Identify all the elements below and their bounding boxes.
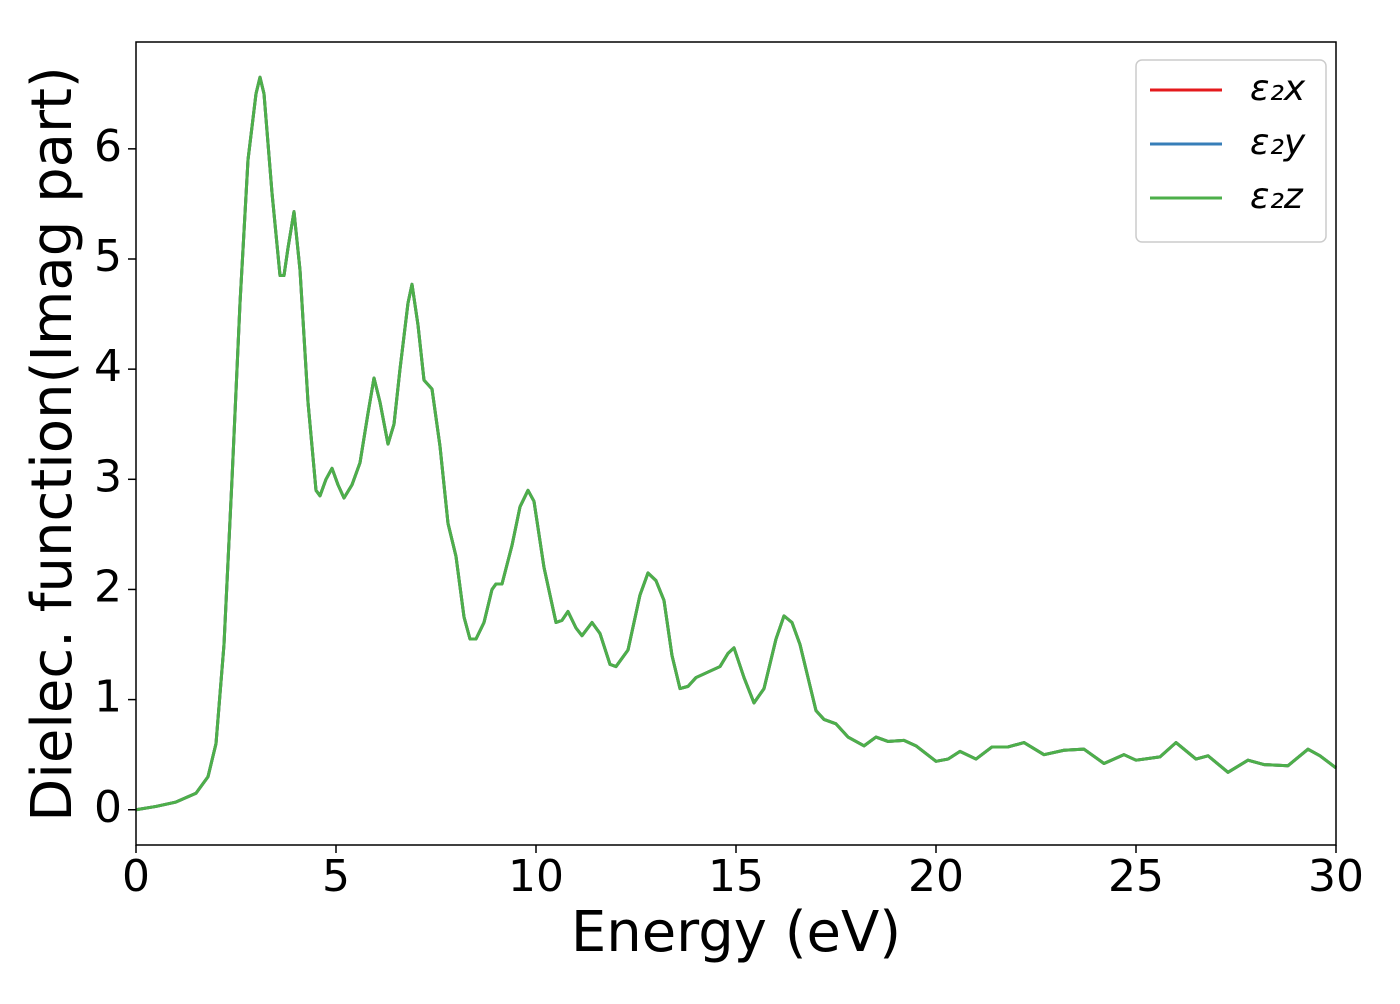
y-tick-label: 0 [94, 782, 122, 833]
y-tick-label: 6 [94, 121, 122, 172]
x-tick-label: 0 [122, 851, 150, 902]
x-axis-label: Energy (eV) [571, 900, 901, 965]
x-tick-label: 30 [1308, 851, 1364, 902]
series-line [135, 75, 1337, 812]
x-tick-label: 5 [322, 851, 350, 902]
legend-label: ε₂z [1250, 176, 1304, 217]
y-tick-label: 5 [94, 231, 122, 282]
y-tick-label: 4 [94, 341, 122, 392]
legend-label: ε₂x [1250, 68, 1306, 109]
x-tick-label: 15 [708, 851, 764, 902]
y-axis-label: Dielec. function(Imag part) [20, 66, 85, 822]
x-tick-label: 20 [908, 851, 964, 902]
x-tick-label: 10 [508, 851, 564, 902]
x-tick-label: 25 [1108, 851, 1164, 902]
y-tick-label: 2 [94, 561, 122, 612]
plot-frame [135, 41, 1337, 846]
y-tick-label: 3 [94, 451, 122, 502]
y-tick-label: 1 [94, 672, 122, 723]
legend-label: ε₂y [1250, 122, 1306, 163]
